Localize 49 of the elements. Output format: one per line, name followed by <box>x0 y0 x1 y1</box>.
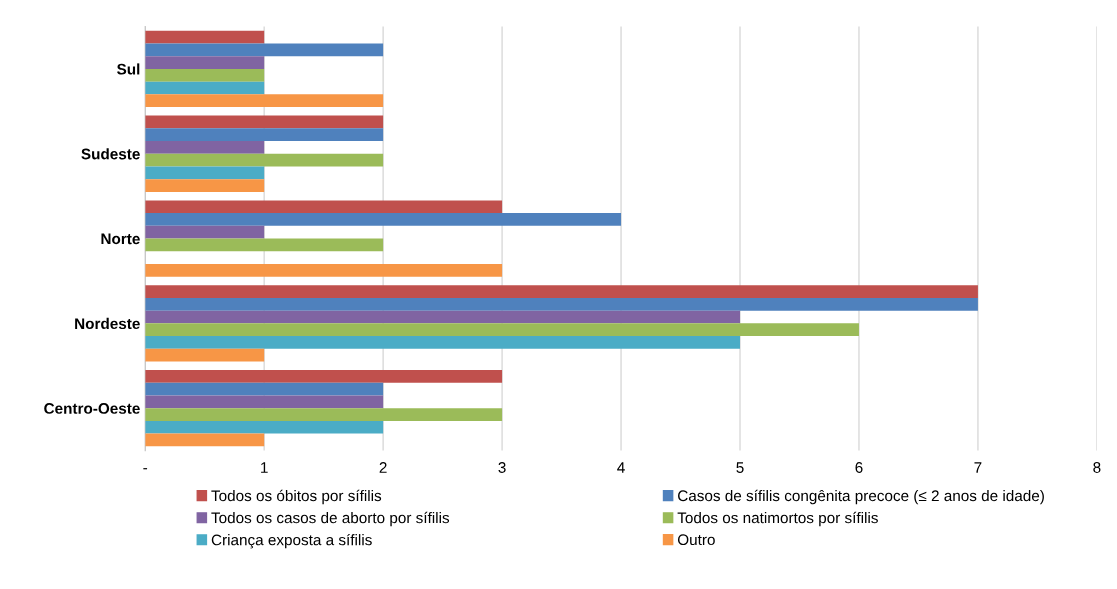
bar <box>145 179 265 192</box>
bar <box>145 370 503 383</box>
bar <box>145 433 265 447</box>
bar <box>145 141 265 154</box>
bar <box>145 395 384 409</box>
bar <box>145 225 265 239</box>
bar <box>145 115 384 129</box>
x-tick-label: 8 <box>1093 462 1101 473</box>
legend-label: Todos os casos de aborto por sífilis <box>211 511 450 527</box>
bar <box>145 348 265 362</box>
y-tick-label: Norte <box>101 233 140 245</box>
legend-label: Todos os óbitos por sífilis <box>211 489 382 505</box>
x-tick-label: 5 <box>736 462 744 473</box>
x-tick-label: 3 <box>498 462 506 473</box>
y-tick-label: Nordeste <box>75 317 140 330</box>
x-tick-label: 4 <box>617 462 625 473</box>
bar <box>145 297 978 311</box>
bar <box>145 68 265 82</box>
bar <box>145 81 265 95</box>
bar <box>145 310 741 324</box>
y-tick-label: Sul <box>117 63 140 75</box>
bar <box>145 128 384 142</box>
legend-label: Criança exposta a sífilis <box>211 533 372 549</box>
bar <box>145 336 741 349</box>
bar <box>145 30 265 44</box>
bar <box>145 263 503 277</box>
legend-label: Casos de sífilis congênita precoce (≤ 2 anos de idade) <box>678 489 1044 505</box>
y-tick-label: Sudeste <box>81 148 140 160</box>
x-tick-label: - <box>143 468 148 470</box>
bar <box>145 200 503 214</box>
bar <box>145 56 265 69</box>
legend-label: Todos os natimortos por sífilis <box>677 511 878 527</box>
x-tick-label: 6 <box>855 462 863 473</box>
bar <box>145 382 384 396</box>
bar <box>145 94 384 108</box>
bar <box>145 166 265 180</box>
bar <box>145 420 384 434</box>
bar <box>145 153 384 167</box>
bar <box>145 238 384 252</box>
bar <box>145 323 859 337</box>
y-tick-label: Centro-Oeste <box>44 403 140 414</box>
bar <box>145 408 503 421</box>
legend-label: Outro <box>677 534 715 546</box>
x-tick-label: 2 <box>379 462 387 473</box>
bar <box>145 213 622 226</box>
bar <box>145 43 384 57</box>
bar <box>145 285 978 298</box>
x-tick-label: 7 <box>974 462 982 473</box>
x-tick-label: 1 <box>261 462 268 473</box>
